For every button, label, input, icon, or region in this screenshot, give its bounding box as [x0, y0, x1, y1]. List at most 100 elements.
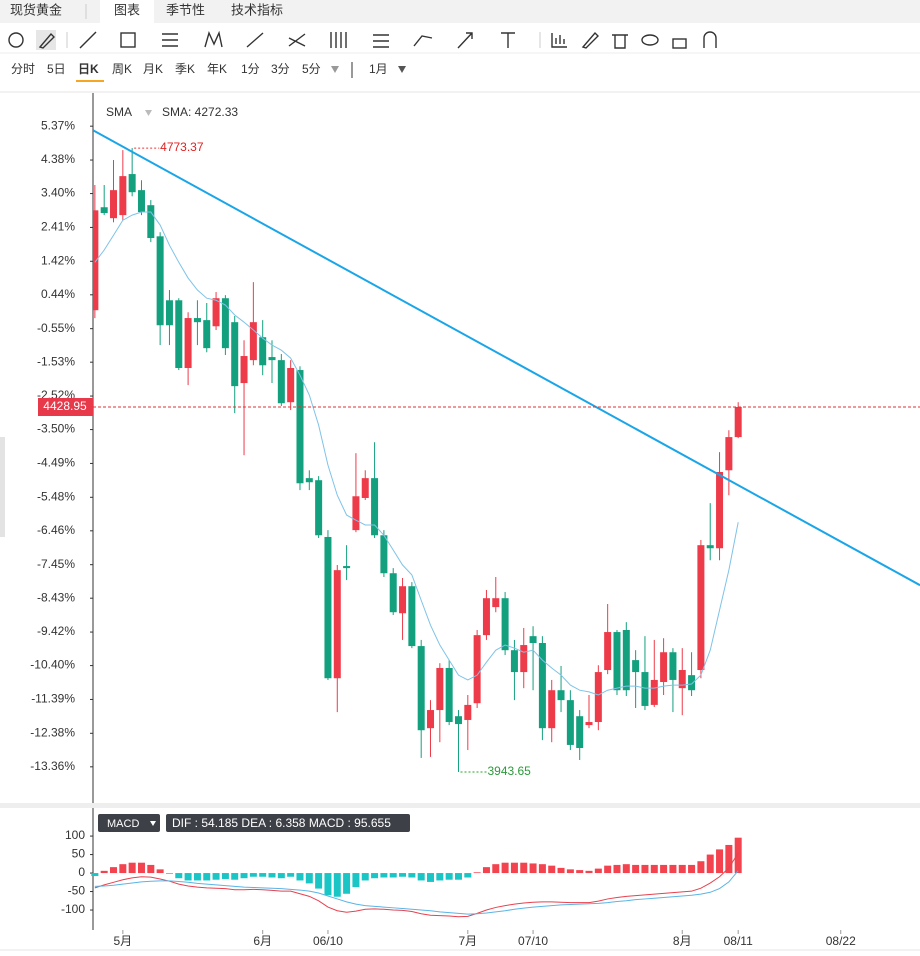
tool-icon[interactable]: [501, 32, 515, 48]
tab[interactable]: 季节性: [166, 2, 205, 17]
tool-icon[interactable]: [204, 30, 223, 48]
macd-bar: [156, 869, 164, 874]
candle-body: [110, 190, 118, 219]
candle-body: [650, 679, 658, 705]
tool-icon[interactable]: [8, 32, 24, 48]
tool-icon[interactable]: [703, 31, 717, 48]
dropdown-arrow[interactable]: [145, 110, 152, 116]
tool-icon[interactable]: [246, 32, 264, 48]
macd-bar: [305, 873, 313, 884]
tab[interactable]: 技术指标: [231, 2, 283, 17]
macd-bar: [193, 873, 201, 881]
indicator-button[interactable]: [98, 814, 160, 832]
macd-bar: [641, 864, 649, 874]
dropdown-arrow[interactable]: [331, 66, 339, 73]
period[interactable]: 分时: [11, 62, 35, 76]
macd-line: [94, 870, 739, 915]
y-tick-label: 4.38%: [41, 152, 75, 166]
candle-body: [417, 646, 425, 731]
macd-bar: [557, 867, 565, 874]
candle-body: [165, 300, 173, 326]
tool-icon[interactable]: [672, 38, 687, 49]
macd-bar: [473, 872, 481, 874]
macd-bar: [566, 869, 574, 874]
candle-body: [734, 406, 742, 438]
macd-bar: [100, 870, 108, 874]
y-tick-label: 5.37%: [41, 118, 75, 132]
tool-icon[interactable]: [413, 35, 433, 47]
period[interactable]: 年K: [207, 62, 227, 76]
y-tick-label: -6.46%: [37, 523, 75, 537]
dropdown-arrow[interactable]: [398, 66, 406, 73]
tool-icon[interactable]: [79, 31, 97, 49]
tab[interactable]: 图表: [114, 2, 140, 17]
y-tick-label: -1.53%: [37, 354, 75, 368]
tool-icon[interactable]: [612, 34, 628, 49]
macd-bar: [660, 864, 668, 874]
period[interactable]: 3分: [271, 62, 290, 76]
dropdown-arrow[interactable]: [150, 821, 156, 826]
y-tick-label: -100: [61, 902, 85, 916]
macd-bar: [389, 873, 397, 878]
macd-bar: [585, 870, 593, 874]
tab[interactable]: 现货黄金: [10, 2, 62, 17]
macd-bar: [380, 873, 388, 878]
range-selector[interactable]: 1月: [369, 62, 388, 76]
macd-bar: [501, 862, 509, 874]
y-tick-label: -8.43%: [37, 590, 75, 604]
candle-body: [548, 690, 556, 729]
tab-bar: [0, 0, 920, 23]
candle-body: [137, 190, 145, 213]
period[interactable]: 日K: [78, 62, 99, 76]
macd-bar: [287, 873, 295, 877]
candle-body: [147, 205, 155, 239]
tool-icon[interactable]: [373, 34, 389, 48]
candle-body: [93, 210, 99, 311]
candle-body: [725, 437, 733, 471]
side-handle[interactable]: [0, 437, 5, 537]
tool-icon[interactable]: [120, 32, 136, 48]
period[interactable]: 1分: [241, 62, 260, 76]
macd-bar: [240, 873, 248, 879]
period[interactable]: 周K: [112, 62, 132, 76]
candle-body: [529, 636, 537, 644]
macd-bar: [296, 873, 304, 881]
period[interactable]: 5日: [47, 62, 66, 76]
macd-bar: [399, 873, 407, 877]
period[interactable]: 季K: [175, 62, 195, 76]
macd-bar: [110, 867, 118, 874]
macd-bar: [259, 873, 267, 877]
active-tab: [100, 0, 154, 23]
candle-body: [557, 690, 565, 701]
candle-body: [669, 652, 677, 680]
y-tick-label: -10.40%: [30, 658, 75, 672]
tool-icon[interactable]: [581, 31, 599, 49]
candle-body: [361, 478, 369, 498]
tool-icon[interactable]: [288, 33, 306, 47]
candle-body: [454, 716, 462, 725]
macd-bar: [268, 873, 276, 878]
y-tick-label: -5.48%: [37, 489, 75, 503]
candle-body: [492, 598, 500, 608]
tool-icon[interactable]: [551, 33, 567, 48]
candle-body: [641, 672, 649, 706]
period[interactable]: 月K: [143, 62, 163, 76]
macd-bar: [678, 864, 686, 874]
tool-icon[interactable]: [457, 32, 473, 49]
candle-body: [622, 630, 630, 691]
candle-body: [697, 545, 705, 671]
indicator-name[interactable]: SMA: [106, 105, 132, 119]
candle-body: [473, 635, 481, 704]
y-tick-label: -4.49%: [37, 456, 75, 470]
tool-icon[interactable]: [38, 32, 55, 49]
tool-icon[interactable]: [162, 33, 178, 47]
indicator-button-label[interactable]: MACD: [107, 818, 139, 830]
macd-bar: [175, 873, 183, 879]
period[interactable]: 5分: [302, 62, 321, 76]
macd-bar: [277, 873, 285, 879]
macd-bar: [454, 873, 462, 880]
tool-icon[interactable]: [641, 34, 659, 46]
macd-line: [94, 852, 739, 918]
tool-icon[interactable]: [330, 32, 347, 48]
